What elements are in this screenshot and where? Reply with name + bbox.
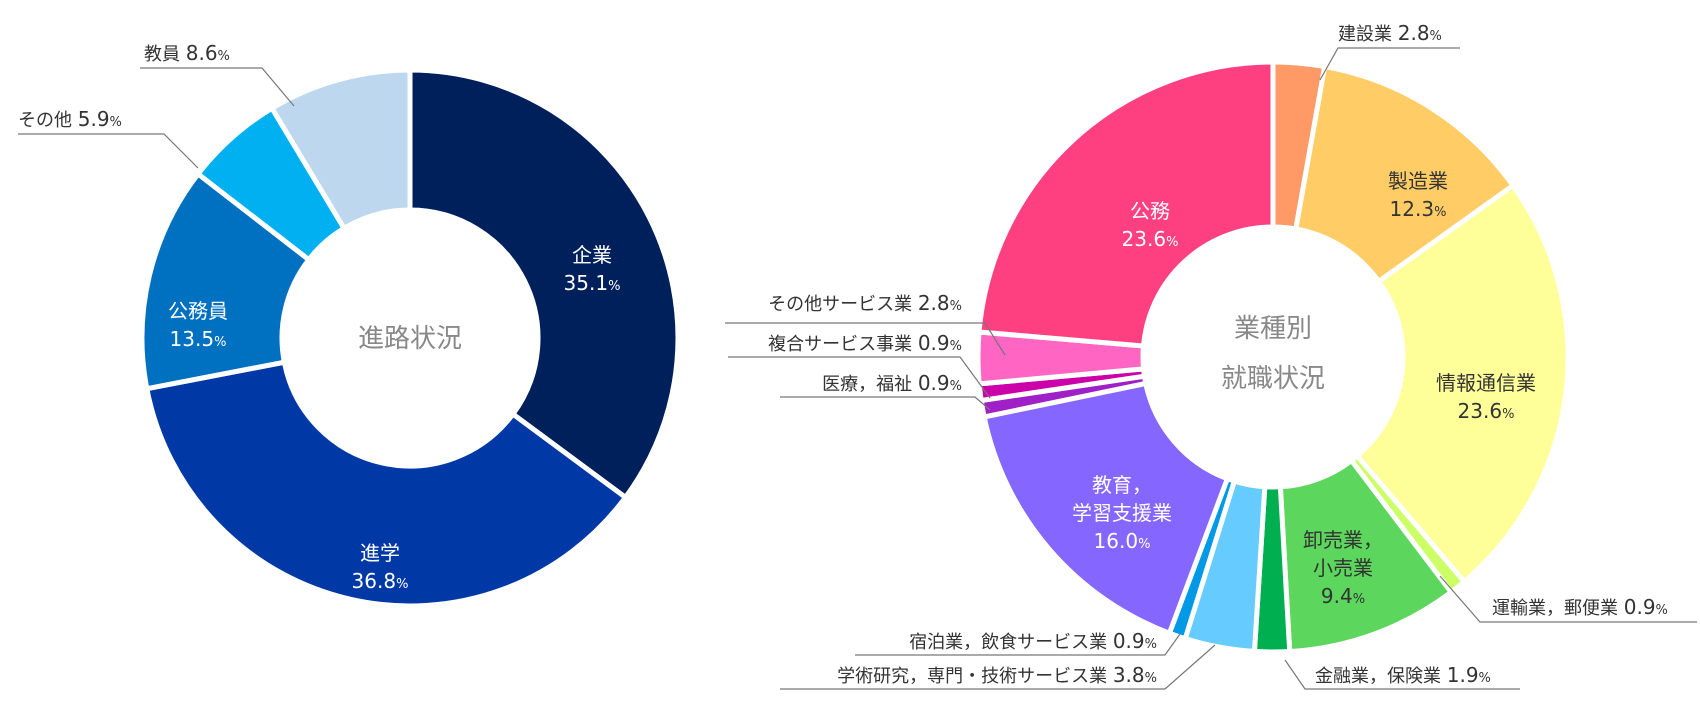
leader-line-2-1 bbox=[1319, 47, 1460, 81]
slice-2-3 bbox=[1353, 182, 1571, 586]
slice-label-2-11: 複合サービス事業 0.9% bbox=[768, 331, 962, 355]
slice-label-2-7: 学術研究，専門・技術サービス業 3.8% bbox=[837, 663, 1157, 687]
slice-label-2-3: 情報通信業 bbox=[1436, 371, 1536, 395]
slice-label-2-9: 学習支援業 bbox=[1072, 501, 1172, 525]
slice-label-2-9: 教育， bbox=[1092, 473, 1152, 497]
leader-line-2-11 bbox=[728, 356, 991, 399]
slice-label-1-1: 企業 bbox=[572, 243, 612, 267]
slice-label-1-4: その他 5.9% bbox=[18, 107, 122, 131]
leader-line-2-10 bbox=[780, 396, 991, 411]
slice-label-2-6: 金融業，保険業 1.9% bbox=[1315, 663, 1491, 687]
leader-line-2-8 bbox=[855, 633, 1181, 656]
center-label: 進路状況 bbox=[358, 324, 462, 354]
leader-line-2-4 bbox=[1439, 575, 1697, 623]
slice-label-1-2: 進学 bbox=[360, 541, 400, 565]
leader-line-1-4 bbox=[18, 133, 199, 169]
slice-1-1 bbox=[407, 67, 681, 501]
leader-line-2-7 bbox=[780, 644, 1216, 690]
leader-line-1-5 bbox=[140, 67, 295, 107]
slice-1-5 bbox=[268, 67, 413, 232]
center-label-line-2: 就職状況 bbox=[1221, 364, 1325, 394]
slice-label-1-5: 教員 8.6% bbox=[144, 41, 230, 65]
slice-label-2-4: 運輸業，郵便業 0.9% bbox=[1492, 595, 1668, 619]
slice-label-2-10: 医療，福祉 0.9% bbox=[822, 371, 962, 395]
slice-2-2 bbox=[1292, 63, 1517, 285]
center-label-line-1: 業種別 bbox=[1234, 314, 1312, 344]
leader-line-2-6 bbox=[1284, 659, 1520, 690]
slice-label-1-3: 公務員 bbox=[168, 299, 228, 323]
slice-label-2-5: 小売業 bbox=[1313, 556, 1373, 580]
slice-value-2-3: 23.6% bbox=[1458, 399, 1515, 423]
slice-label-2-5: 卸売業， bbox=[1303, 528, 1383, 552]
leader-line-2-12 bbox=[725, 322, 1006, 356]
slice-label-2-12: その他サービス業 2.8% bbox=[768, 291, 962, 315]
slice-label-2-8: 宿泊業，飲食サービス業 0.9% bbox=[909, 629, 1157, 653]
slice-label-2-13: 公務 bbox=[1130, 199, 1170, 223]
slice-2-13 bbox=[976, 59, 1276, 349]
slice-label-2-2: 製造業 bbox=[1388, 169, 1448, 193]
slice-label-2-1: 建設業 2.8% bbox=[1338, 21, 1442, 45]
slice-1-2 bbox=[143, 359, 629, 609]
slice-2-9 bbox=[981, 380, 1231, 637]
